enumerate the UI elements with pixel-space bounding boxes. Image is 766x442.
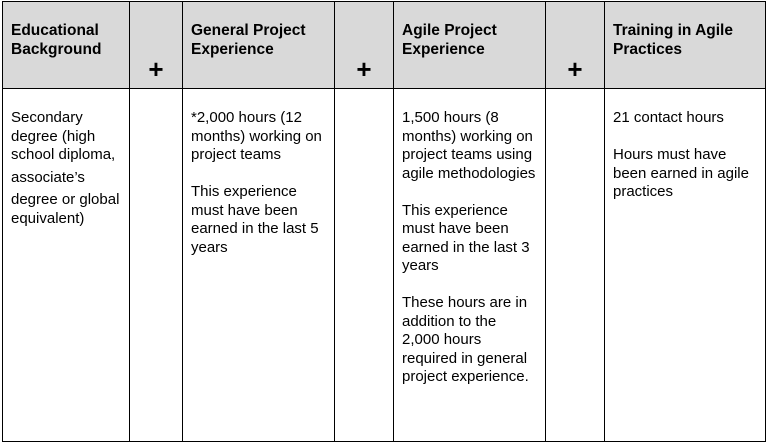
empty-cell xyxy=(129,88,183,442)
text: These hours are in addition to the 2,000… xyxy=(402,294,529,385)
text: 1,500 hours (8 months) working on projec… xyxy=(402,109,536,182)
cell-agile: 1,500 hours (8 months) working on projec… xyxy=(393,88,546,442)
cell-general: *2,000 hours (12 months) working on proj… xyxy=(182,88,335,442)
text: This experience must have been earned in… xyxy=(191,183,319,256)
text: Secondary degree (high school diploma, xyxy=(11,109,116,163)
table-row: Secondary degree (high school diploma, a… xyxy=(2,88,766,442)
empty-cell xyxy=(334,88,394,442)
plus-sign: + xyxy=(334,1,394,89)
cell-training: 21 contact hours Hours must have been ea… xyxy=(604,88,766,442)
text: associate’s xyxy=(11,168,85,186)
text: degree or global equivalent) xyxy=(11,191,120,227)
plus-sign: + xyxy=(545,1,605,89)
plus-sign: + xyxy=(129,1,183,89)
text: *2,000 hours (12 months) working on proj… xyxy=(191,109,322,163)
text: This experience must have been earned in… xyxy=(402,201,530,275)
text: 21 contact hours xyxy=(613,109,724,126)
empty-cell xyxy=(545,88,605,442)
cell-education: Secondary degree (high school diploma, a… xyxy=(2,88,130,442)
header-educational-background: Educational Background xyxy=(2,1,130,89)
header-row: Educational Background + General Project… xyxy=(2,1,766,89)
header-agile-project-experience: Agile Project Experience xyxy=(393,1,546,89)
text: Hours must have been earned in agile pra… xyxy=(613,146,749,200)
header-training-agile: Training in Agile Practices xyxy=(604,1,766,89)
header-general-project-experience: General Project Experience xyxy=(182,1,335,89)
